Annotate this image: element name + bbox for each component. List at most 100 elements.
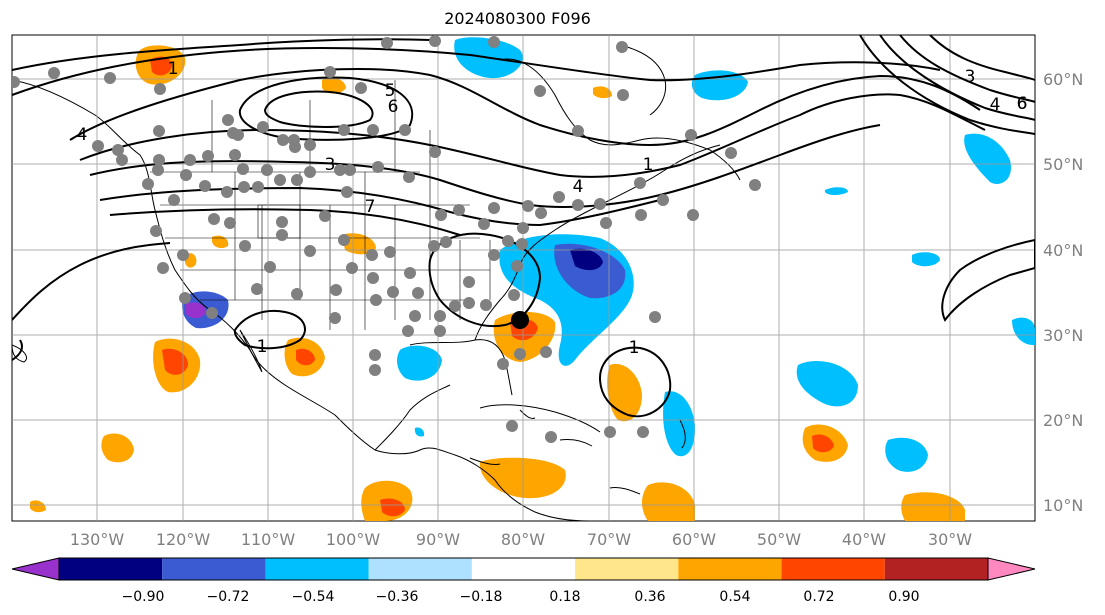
station-dot <box>616 41 628 53</box>
station-dot <box>749 179 761 191</box>
colorbar-segment <box>59 558 163 580</box>
station-dot <box>346 262 358 274</box>
station-dot <box>553 191 565 203</box>
station-dot <box>604 426 616 438</box>
colorbar-tick-label: −0.72 <box>207 589 250 605</box>
station-dot <box>341 186 353 198</box>
station-dot <box>251 283 263 295</box>
colorbar-segment <box>162 558 266 580</box>
station-dot <box>478 218 490 230</box>
station-dot <box>154 83 166 95</box>
station-dot <box>252 181 264 193</box>
contour-label: 5 <box>385 81 396 101</box>
map-title: 2024080300 F096 <box>444 9 591 28</box>
station-dot <box>387 286 399 298</box>
contour-label: 7 <box>365 197 376 217</box>
station-dot <box>261 164 273 176</box>
station-dot <box>330 284 342 296</box>
colorbar-segment <box>575 558 679 580</box>
lat-label: 60°N <box>1043 70 1083 89</box>
station-dot <box>516 238 528 250</box>
colorbar-tick-label: −0.90 <box>122 589 165 605</box>
colorbar-tick-label: 0.90 <box>888 589 919 605</box>
station-dot <box>152 164 164 176</box>
colorbar-outline <box>58 557 989 581</box>
station-dot <box>153 125 165 137</box>
station-markers <box>12 35 761 443</box>
station-dot <box>274 174 286 186</box>
station-dot <box>440 236 452 248</box>
station-dot <box>600 217 612 229</box>
station-dot <box>366 249 378 261</box>
station-dot <box>370 294 382 306</box>
station-dot <box>324 66 336 78</box>
station-dot <box>534 85 546 97</box>
station-dot <box>355 82 367 94</box>
station-dot <box>488 249 500 261</box>
station-dot <box>180 169 192 181</box>
station-dot <box>434 310 446 322</box>
station-dot <box>488 202 500 214</box>
contour-label: 3 <box>965 67 976 87</box>
station-dot <box>304 166 316 178</box>
colorbar-segment <box>265 558 369 580</box>
lon-label: 40°W <box>842 530 886 549</box>
station-dot <box>150 225 162 237</box>
station-dot <box>463 276 475 288</box>
station-dot <box>206 307 218 319</box>
station-dot <box>276 216 288 228</box>
station-dot <box>291 288 303 300</box>
contour-label: 1 <box>643 155 654 175</box>
latitude-labels: 10°N 20°N 30°N 40°N 50°N 60°N <box>1043 70 1083 515</box>
station-dot <box>334 164 346 176</box>
contour-label: 1 <box>168 59 179 79</box>
lon-label: 100°W <box>326 530 381 549</box>
station-dot <box>594 198 606 210</box>
lon-label: 30°W <box>928 530 972 549</box>
station-dot <box>514 348 526 360</box>
contour-label: 6 <box>388 97 399 117</box>
colorbar-arrow-left <box>11 557 60 581</box>
contour-labels: 1 5 6 3 7 4 1 4 6 3 4 6 1 1 <box>77 59 1028 358</box>
lon-label: 120°W <box>156 530 211 549</box>
colorbar-labels: −0.90 −0.72 −0.54 −0.36 −0.18 0.18 0.36 … <box>122 589 920 605</box>
contour-label: 3 <box>325 155 336 175</box>
station-dot <box>221 186 233 198</box>
station-dot <box>384 246 396 258</box>
colorbar-arrow-right <box>987 557 1036 581</box>
station-dot <box>449 300 461 312</box>
station-dot <box>399 124 411 136</box>
station-dot <box>229 149 241 161</box>
station-dot <box>179 292 191 304</box>
contour-label: 1 <box>629 338 640 358</box>
contour-label: 1 <box>257 337 268 357</box>
contour-label: 4 <box>573 177 584 197</box>
station-dot <box>304 139 316 151</box>
station-dot <box>497 358 509 370</box>
station-dot <box>409 310 421 322</box>
station-dot <box>480 299 492 311</box>
lon-label: 70°W <box>587 530 631 549</box>
station-dot <box>329 312 341 324</box>
station-dot <box>522 200 534 212</box>
station-dot <box>535 207 547 219</box>
station-dot <box>372 161 384 173</box>
station-dot <box>208 213 220 225</box>
station-dot <box>488 36 500 48</box>
station-dot <box>48 67 60 79</box>
station-dot <box>338 124 350 136</box>
colorbar-tick-label: −0.54 <box>292 589 335 605</box>
station-dot <box>238 181 250 193</box>
station-dot <box>288 134 300 146</box>
station-dot <box>435 209 447 221</box>
station-dot <box>572 125 584 137</box>
station-dot <box>511 260 523 272</box>
colorbar <box>11 557 1036 581</box>
colorbar-segment <box>368 558 472 580</box>
station-dot <box>545 431 557 443</box>
station-dot <box>112 144 124 156</box>
station-dot <box>412 287 424 299</box>
station-dot <box>402 325 414 337</box>
station-dot <box>367 124 379 136</box>
station-dot <box>237 163 249 175</box>
